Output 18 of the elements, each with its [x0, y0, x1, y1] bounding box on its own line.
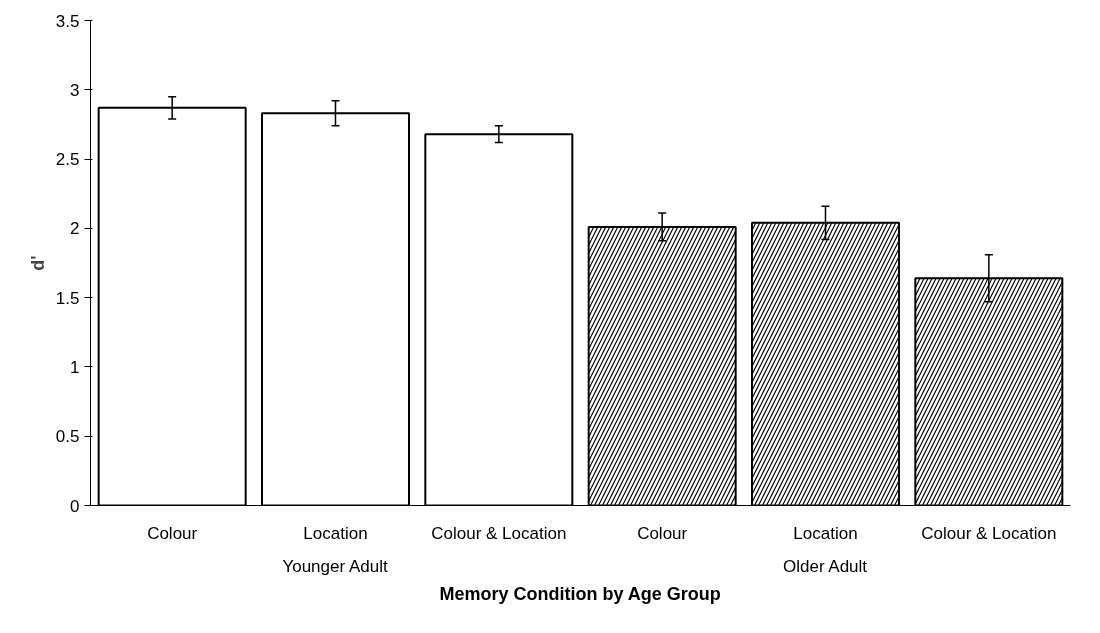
- x-axis-title: Memory Condition by Age Group: [439, 583, 721, 604]
- y-tick-label: 1: [70, 357, 80, 377]
- text: Younger Adult: [282, 556, 388, 576]
- x-tick-label: Location: [303, 523, 368, 543]
- y-tick-label: 0.5: [55, 427, 80, 447]
- y-axis-title: d': [27, 255, 48, 271]
- y-tick-label: 2.5: [55, 150, 80, 170]
- y-tick-label: 1.5: [55, 288, 80, 308]
- x-tick-label: Colour: [637, 523, 688, 543]
- y-tick-label: 2: [70, 219, 80, 239]
- x-tick-label: Colour: [147, 523, 198, 543]
- y-tick-label: 3.5: [55, 11, 80, 31]
- y-tick-label: 0: [70, 496, 80, 516]
- x-tick-label: Location: [793, 523, 858, 543]
- text: Older Adult: [782, 556, 868, 576]
- x-tick-label: Colour & Location: [921, 523, 1057, 543]
- x-tick-label: Colour & Location: [431, 523, 567, 543]
- y-tick-label: 3: [70, 80, 80, 100]
